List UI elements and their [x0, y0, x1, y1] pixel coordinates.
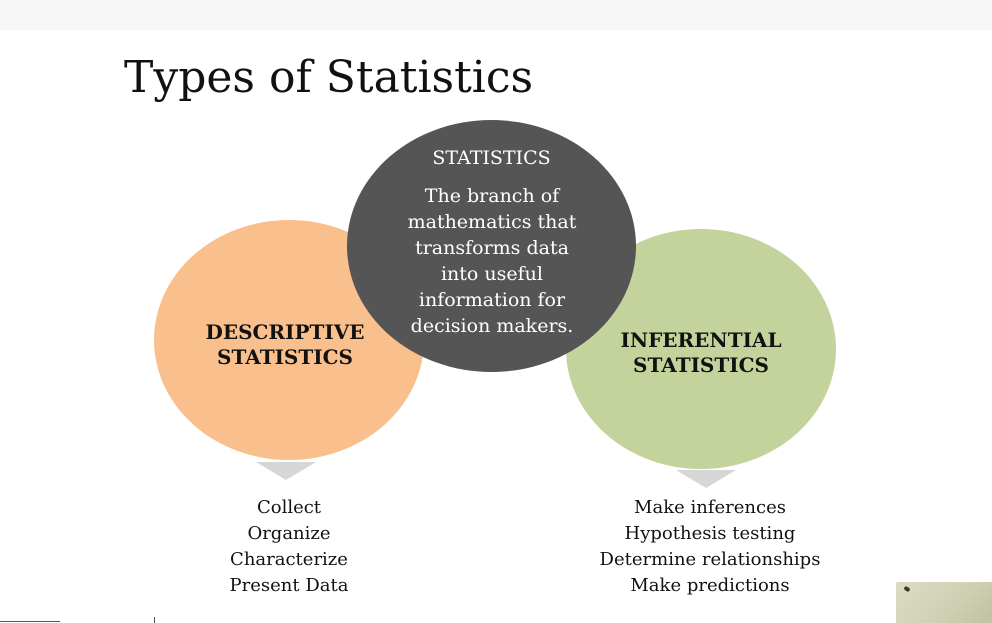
- definition-line: transforms data: [415, 237, 569, 259]
- list-item: Collect: [256, 497, 322, 518]
- inferential-statistics-label: INFERENTIAL STATISTICS: [596, 328, 806, 378]
- top-band: [0, 0, 992, 30]
- slide-title: Types of Statistics: [124, 52, 534, 103]
- definition-line: decision makers.: [410, 315, 574, 337]
- statistics-definition: The branch of mathematics that transform…: [367, 183, 617, 339]
- definition-line: mathematics that: [407, 211, 577, 233]
- list-item: Hypothesis testing: [624, 523, 796, 544]
- bottom-edge-mark: [0, 621, 60, 622]
- descriptive-label-line-2: STATISTICS: [217, 345, 353, 369]
- descriptive-statistics-label: DESCRIPTIVE STATISTICS: [180, 320, 390, 370]
- webcam-thumbnail: [896, 582, 992, 623]
- inferential-label-line-1: INFERENTIAL: [620, 328, 782, 352]
- definition-line: The branch of: [424, 185, 560, 207]
- definition-line: into useful: [440, 263, 543, 285]
- statistics-heading: STATISTICS: [432, 147, 551, 169]
- bottom-edge-mark: [154, 617, 155, 623]
- list-item: Make predictions: [630, 575, 790, 596]
- list-item: Characterize: [230, 549, 348, 570]
- definition-line: information for: [418, 289, 566, 311]
- inferential-statistics-list: Make inferences Hypothesis testing Deter…: [580, 495, 840, 599]
- down-arrow-icon: [676, 470, 736, 488]
- webcam-object: [903, 585, 911, 593]
- list-item: Make inferences: [634, 497, 786, 518]
- inferential-label-line-2: STATISTICS: [633, 353, 769, 377]
- list-item: Organize: [247, 523, 331, 544]
- down-arrow-icon: [256, 462, 316, 480]
- list-item: Determine relationships: [599, 549, 821, 570]
- list-item: Present Data: [229, 575, 349, 596]
- descriptive-label-line-1: DESCRIPTIVE: [205, 320, 365, 344]
- descriptive-statistics-list: Collect Organize Characterize Present Da…: [189, 495, 389, 599]
- statistics-circle: [347, 120, 636, 372]
